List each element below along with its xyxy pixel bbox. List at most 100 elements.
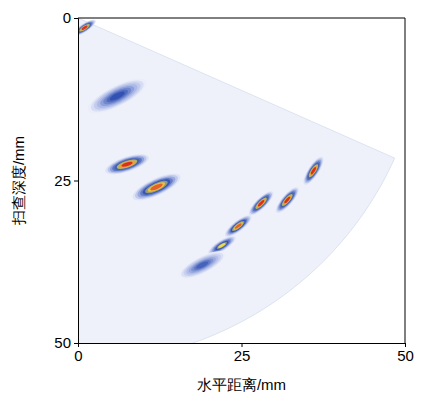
- blob-layer: [175, 246, 229, 284]
- blob-layer: [234, 222, 242, 229]
- blob-layer: [300, 154, 327, 187]
- blob-layer: [256, 198, 267, 209]
- blob-layer: [252, 195, 270, 212]
- reflection-blob: [246, 188, 277, 218]
- blob-layer: [105, 87, 130, 104]
- blob-layer: [94, 80, 140, 113]
- blob-layer: [135, 172, 178, 201]
- blob-layer: [254, 196, 268, 210]
- blob-layer: [187, 254, 218, 276]
- tick-label: 0: [74, 347, 82, 364]
- blob-layer: [113, 156, 141, 172]
- blob-layer: [277, 189, 297, 210]
- blob-layer: [78, 19, 95, 36]
- blob-layer: [251, 193, 272, 214]
- blob-layer: [190, 256, 215, 274]
- blob-layer: [121, 161, 133, 168]
- reflection-blob: [222, 212, 254, 240]
- reflection-blob: [129, 168, 184, 205]
- blob-layer: [192, 258, 212, 272]
- blob-layer: [184, 252, 221, 278]
- blob-layer: [214, 239, 230, 251]
- plot-area: [78, 18, 395, 343]
- blob-layer: [226, 215, 251, 237]
- tick: 50: [54, 334, 78, 351]
- blob-layer: [144, 178, 170, 195]
- tick-label: 50: [397, 347, 414, 364]
- blob-layer: [87, 75, 148, 118]
- blob-layer: [83, 72, 151, 120]
- blob-layer: [222, 212, 254, 240]
- blob-layer: [91, 77, 144, 115]
- blob-layer: [181, 250, 224, 280]
- blob-layer: [141, 176, 172, 197]
- blob-layer: [98, 82, 137, 110]
- chart: 0255002550水平距离/mm扫查深度/mm: [0, 0, 427, 402]
- blob-layer: [78, 18, 98, 38]
- blob-layer: [106, 152, 149, 177]
- blob-layer: [149, 182, 163, 192]
- blob-layer: [306, 161, 321, 180]
- blob-layer: [276, 188, 299, 213]
- blob-layer: [132, 170, 181, 203]
- reflection-blob: [78, 18, 98, 38]
- blob-layer: [195, 260, 209, 270]
- blob-layer: [103, 150, 151, 178]
- blob-layer: [302, 156, 326, 186]
- blob-layer: [307, 163, 319, 179]
- blob-layer: [257, 199, 265, 207]
- blob-layer: [232, 221, 244, 231]
- blob-layer: [231, 219, 246, 232]
- blob-layer: [309, 165, 319, 177]
- blob-layer: [118, 159, 135, 169]
- blob-layer: [274, 186, 300, 214]
- blob-layer: [108, 153, 146, 175]
- blob-layer: [81, 25, 88, 31]
- tick-mark: [74, 181, 78, 182]
- blob-layer: [282, 194, 293, 205]
- reflection-blob: [273, 184, 302, 215]
- tick: 25: [234, 343, 251, 364]
- tick-label: 50: [54, 334, 71, 351]
- blob-layer: [111, 155, 144, 174]
- blob-layer: [303, 158, 324, 184]
- blob-layer: [147, 180, 167, 193]
- blob-layer: [78, 18, 96, 37]
- tick: 50: [397, 343, 414, 364]
- blob-layer: [284, 196, 292, 204]
- blob-layer: [218, 242, 227, 249]
- blob-layer: [78, 22, 92, 34]
- tick-label: 25: [54, 172, 71, 189]
- x-axis-title: 水平距离/mm: [197, 376, 286, 393]
- blob-layer: [80, 24, 90, 32]
- tick: 0: [63, 9, 78, 26]
- reflection-blob: [103, 150, 151, 178]
- reflection-blob: [175, 246, 229, 284]
- y-axis-title: 扫查深度/mm: [10, 136, 27, 226]
- blob-layer: [280, 193, 294, 208]
- y-axis: 0 25 50: [54, 9, 78, 351]
- blob-layer: [273, 184, 302, 215]
- blob-layer: [247, 190, 274, 217]
- tick: 25: [54, 172, 78, 189]
- frame: [78, 18, 405, 19]
- blob-layer: [101, 85, 133, 107]
- blob-layer: [249, 191, 273, 215]
- tick-label: 25: [234, 347, 251, 364]
- blob-layer: [229, 218, 248, 234]
- scan-sector: [78, 18, 395, 343]
- blob-layer: [304, 159, 322, 182]
- reflection-blob: [83, 72, 151, 120]
- tick-label: 0: [63, 9, 71, 26]
- tick: 0: [74, 343, 82, 364]
- axis-line: [74, 19, 79, 344]
- reflection-blob: [300, 154, 327, 187]
- blob-layer: [224, 213, 253, 238]
- blob-layer: [109, 90, 126, 102]
- blob-layer: [78, 23, 90, 33]
- tick-mark: [74, 18, 78, 19]
- blob-layer: [279, 191, 296, 209]
- blob-layer: [78, 20, 94, 35]
- blob-layer: [178, 248, 227, 282]
- blob-layer: [227, 216, 249, 235]
